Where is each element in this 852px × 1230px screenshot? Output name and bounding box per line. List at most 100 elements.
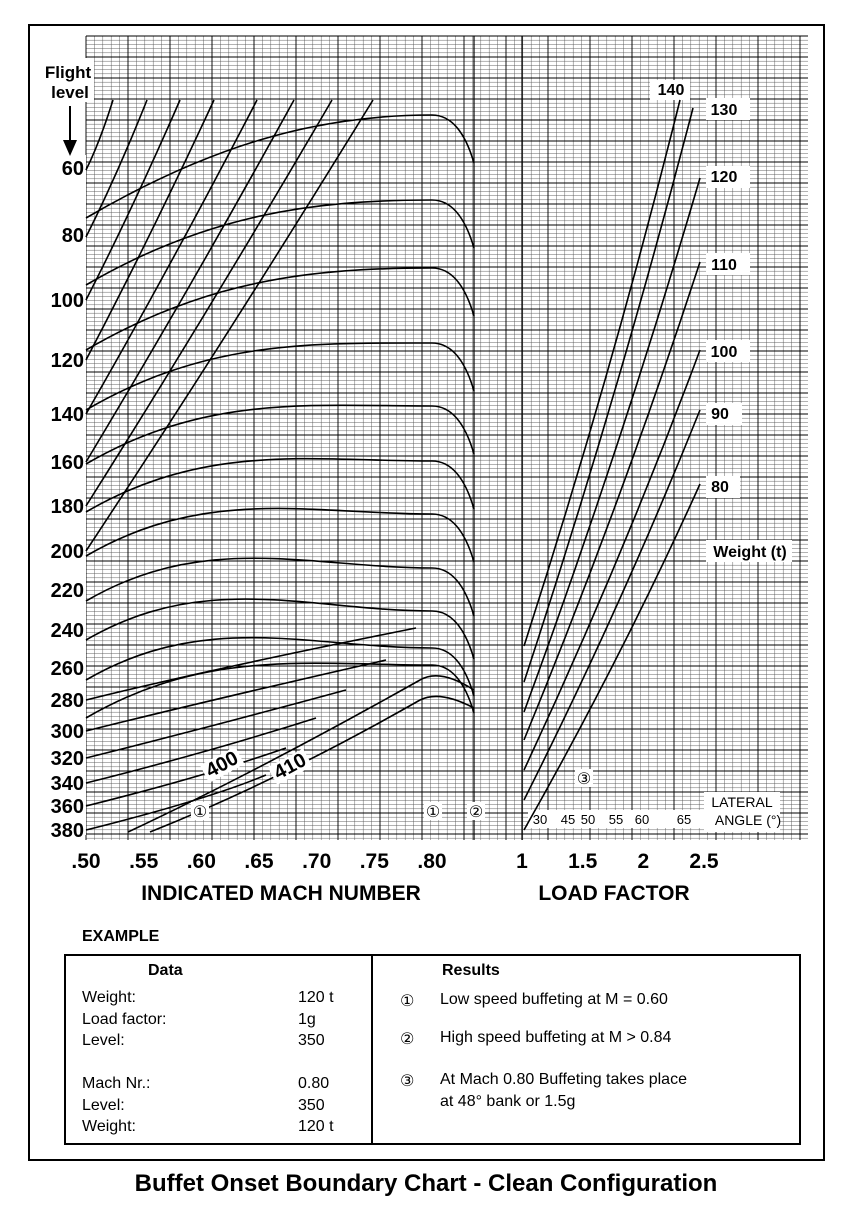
x-tick-label: .70	[302, 850, 331, 873]
chart-curves	[85, 99, 701, 833]
y-tick-label: 60	[62, 158, 84, 180]
data-label: Level:	[82, 1097, 125, 1114]
lateral-angle-label: 60	[635, 812, 649, 827]
flight-level-curve	[85, 199, 475, 286]
data-label: Level:	[82, 1032, 125, 1049]
label-backdrop	[706, 540, 792, 562]
data-label: Weight:	[82, 989, 136, 1006]
x-tick-label: 1.5	[568, 850, 598, 873]
data-value: 120 t	[298, 989, 334, 1006]
label-backdrop	[706, 340, 750, 362]
label-backdrop	[650, 80, 690, 100]
flight-level-curve	[85, 627, 417, 701]
weight-label: 100	[711, 344, 738, 361]
weight-line	[523, 99, 681, 647]
label-backdrop	[40, 58, 94, 102]
y-tick-label: 360	[51, 796, 84, 818]
y-axis-title: Flight	[45, 63, 92, 82]
result-text: Low speed buffeting at M = 0.60	[440, 991, 668, 1008]
flight-level-curve	[85, 114, 475, 219]
y-axis-title: level	[51, 83, 89, 102]
data-label: Load factor:	[82, 1011, 167, 1028]
marker-symbol: ①	[193, 804, 207, 821]
x-tick-label: .50	[71, 850, 100, 873]
label-backdrop	[199, 746, 245, 783]
chart-labels: .50 .55 .60 .65 .70 .75 .80 1 1.5 2 2.5 INDICATED M…	[45, 63, 787, 905]
result-text: at 48° bank or 1.5g	[440, 1093, 576, 1110]
weight-line	[523, 177, 701, 713]
flight-level-curve	[85, 99, 215, 361]
x-tick-label: .55	[129, 850, 159, 873]
label-backdrop	[704, 792, 780, 832]
result-symbol: ③	[400, 1073, 415, 1090]
y-tick-label: 120	[51, 350, 84, 372]
lateral-angle-title: LATERAL	[711, 794, 772, 810]
flight-level-curve	[85, 717, 317, 784]
data-value: 350	[298, 1032, 325, 1049]
lateral-angle-label: 30	[533, 812, 547, 827]
data-label: Weight:	[82, 1118, 136, 1135]
x-tick-label: .75	[360, 850, 390, 873]
weight-label: 90	[711, 406, 729, 423]
label-backdrop	[424, 802, 442, 820]
example-table: Data Results Weight: 120 t Load factor: …	[64, 954, 801, 1145]
lateral-angle-label: 50	[581, 812, 595, 827]
flight-level-curve	[85, 267, 475, 351]
flight-level-curve	[85, 99, 114, 171]
chart-frame	[28, 24, 825, 1161]
flight-level-curve	[85, 557, 475, 617]
y-tick-label: 260	[51, 658, 84, 680]
marker-symbol: ①	[426, 804, 440, 821]
label-backdrop	[191, 802, 209, 820]
result-symbol: ①	[400, 993, 415, 1010]
weight-line	[523, 409, 701, 801]
data-value: 1g	[298, 1011, 316, 1028]
label-backdrop	[706, 476, 740, 498]
flight-level-curve	[85, 598, 475, 660]
flight-level-curve	[85, 636, 475, 697]
y-tick-label: 340	[51, 773, 84, 795]
y-tick-label: 240	[51, 620, 84, 642]
lateral-angle-label: 65	[677, 812, 691, 827]
lateral-angle-label: 45	[561, 812, 575, 827]
grid-major	[85, 35, 808, 840]
weight-line	[523, 261, 701, 741]
chart-grid	[40, 35, 808, 840]
flight-level-curve	[85, 662, 475, 719]
y-tick-label: 300	[51, 721, 84, 743]
data-value: 120 t	[298, 1118, 334, 1135]
y-tick-label: 280	[51, 690, 84, 712]
flight-level-curve	[85, 99, 181, 301]
flight-level-curve	[85, 99, 333, 507]
weight-label: 140	[658, 82, 685, 99]
label-backdrop	[706, 403, 742, 425]
weight-line	[523, 349, 701, 771]
weight-axis-title: Weight (t)	[713, 544, 786, 561]
flight-level-curve	[85, 99, 148, 238]
x-tick-label: 2.5	[689, 850, 719, 873]
marker-symbol: ②	[469, 804, 483, 821]
weight-label: 110	[711, 257, 737, 274]
y-tick-label: 160	[51, 452, 84, 474]
weight-line	[523, 107, 694, 683]
flight-level-curve	[85, 342, 475, 411]
flight-level-curve	[85, 507, 475, 563]
x-tick-label: 2	[637, 850, 649, 873]
data-label: Mach Nr.:	[82, 1075, 151, 1092]
x-tick-label: .60	[187, 850, 216, 873]
x-axis-title: INDICATED MACH NUMBER	[141, 882, 421, 905]
weight-label: 80	[711, 479, 729, 496]
y-tick-label: 180	[51, 496, 84, 518]
y-tick-label: 220	[51, 580, 84, 602]
label-backdrop	[467, 802, 485, 820]
weight-line	[523, 483, 701, 831]
y-tick-label: 380	[51, 820, 84, 842]
flight-level-curve	[85, 747, 287, 807]
lateral-angle-title: ANGLE (°)	[715, 812, 781, 828]
flight-level-curve	[85, 404, 475, 465]
example-title: EXAMPLE	[82, 928, 160, 945]
y-tick-label: 100	[51, 290, 84, 312]
chart-caption: Buffet Onset Boundary Chart - Clean Conf…	[134, 1170, 718, 1197]
label-backdrop	[706, 166, 750, 188]
